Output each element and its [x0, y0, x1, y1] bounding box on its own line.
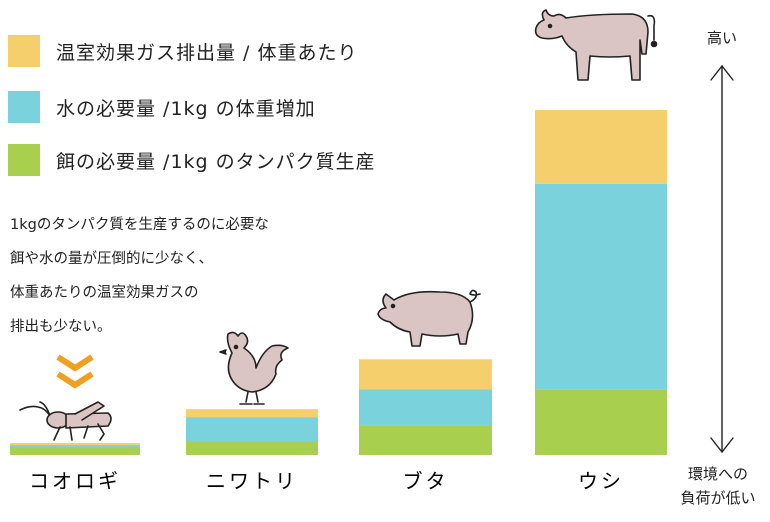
bars-group — [10, 109, 667, 455]
arrow-icon — [710, 64, 734, 454]
legend-swatch — [8, 91, 40, 123]
legend-swatch — [8, 35, 40, 67]
category-label: コオロギ — [29, 469, 121, 493]
category-labels: コオロギ ニワトリ ブタ ウシ — [29, 469, 624, 493]
cricket-icon — [19, 401, 112, 441]
axis-low-line: 負荷が低い — [680, 489, 756, 507]
legend-label: 温室効果ガス排出量 / 体重あたり — [56, 41, 358, 64]
annotation-line: 排出も少ない。 — [10, 319, 112, 335]
cow-icon — [534, 9, 658, 81]
bar-segment — [10, 443, 140, 446]
legend-item: 水の必要量 /1kg の体重増加 — [8, 90, 316, 124]
bar-segment — [186, 409, 318, 418]
bar-segment — [10, 445, 140, 448]
bar-segment — [535, 389, 667, 455]
axis-low-label: 環境への 負荷が低い — [668, 462, 768, 510]
annotation-line: 体重あたりの温室効果ガスの — [10, 285, 199, 301]
legend-item: 餌の必要量 /1kg のタンパク質生産 — [8, 143, 376, 177]
bar-segment — [186, 417, 318, 442]
axis-high-label: 高い — [706, 29, 737, 47]
bar-segment — [359, 389, 492, 426]
annotation-line: 餌や水の量が圧倒的に少なく、 — [10, 251, 213, 267]
pig-icon — [377, 289, 481, 347]
annotation-line: 1kgのタンパク質を生産するのに必要な — [10, 217, 269, 233]
bar-segment — [186, 441, 318, 455]
category-label: ブタ — [403, 469, 449, 493]
bar-segment — [10, 447, 140, 455]
bar-segment — [535, 183, 667, 390]
bar-segment — [359, 359, 492, 390]
bar-segment — [359, 425, 492, 455]
category-label: ニワトリ — [206, 469, 298, 493]
annotation-text: 1kgのタンパク質を生産するのに必要な 餌や水の量が圧倒的に少なく、 体重あたり… — [10, 208, 350, 344]
legend-item: 温室効果ガス排出量 / 体重あたり — [8, 34, 357, 68]
axis-low-line: 環境への — [687, 465, 748, 483]
legend-swatch — [8, 144, 40, 176]
legend-label: 水の必要量 /1kg の体重増加 — [56, 97, 316, 120]
category-label: ウシ — [578, 469, 624, 493]
bar-segment — [535, 109, 667, 184]
legend-label: 餌の必要量 /1kg のタンパク質生産 — [56, 150, 376, 173]
double-chevron-icon — [56, 354, 94, 389]
chicken-icon — [219, 331, 289, 405]
